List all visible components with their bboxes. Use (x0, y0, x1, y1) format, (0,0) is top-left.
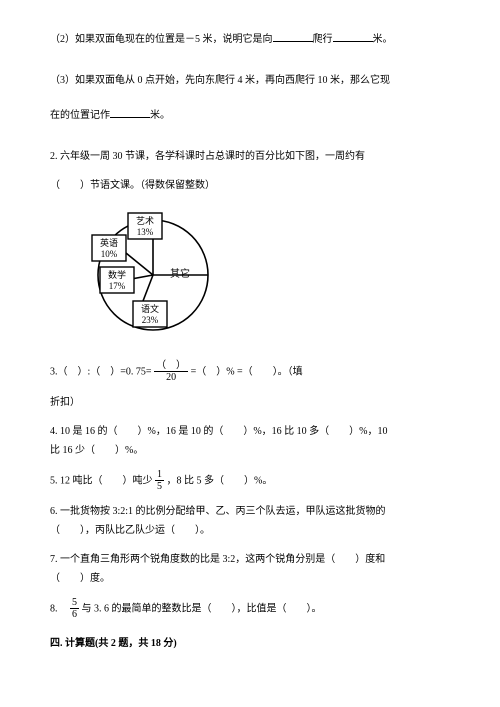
text: 在的位置记作 (50, 110, 110, 121)
text: 米。 (373, 34, 393, 45)
text: =（ (191, 366, 207, 377)
text: 爬行 (313, 34, 333, 45)
text: （ ）度。 (50, 573, 110, 584)
text: ）节语文课。（得数保留整数） (80, 180, 215, 191)
fraction: 5 6 (70, 598, 79, 620)
text: 6. 一批货物按 3:2:1 的比例分配给甲、乙、丙三个队去运，甲队运这批货物的 (50, 506, 386, 517)
fraction-den: 20 (154, 372, 188, 383)
text: 4. 10 是 16 的（ ）%，16 是 10 的（ ）%，16 比 10 多… (50, 426, 388, 437)
text: 5. 12 吨比（ ）吨少 (50, 475, 155, 486)
pie-label-chinese: 语文 (141, 303, 159, 314)
question-2-line1: 2. 六年级一周 30 节课，各学科课时占总课时的百分比如下图，一周约有 (50, 147, 450, 166)
question-3-line2: 折扣） (50, 393, 450, 412)
question-2-line2: （ ）节语文课。（得数保留整数） (50, 176, 450, 195)
pie-label-art: 艺术 (136, 215, 154, 226)
blank (333, 31, 373, 42)
text: 3.（ (50, 366, 68, 377)
text: （2）如果双面龟现在的位置是－5 米，说明它是向 (50, 34, 273, 45)
question-6-line2: （ ），丙队比乙队少运（ ）。 (50, 521, 450, 540)
fraction-num: 5 (70, 598, 79, 609)
pie-pct-english: 10% (101, 249, 118, 259)
pie-chart: 艺术 13% 英语 10% 数学 17% 语文 23% 其它 (78, 205, 450, 347)
text: 与 3. 6 的最简单的整数比是（ ），比值是（ ）。 (82, 603, 322, 614)
text: ）=0. 75= (110, 366, 151, 377)
pie-label-math: 数学 (108, 269, 126, 280)
section-4-title: 四. 计算题(共 2 题，共 18 分) (50, 634, 450, 653)
text: ）。（填 (273, 366, 303, 377)
fraction: （ ） 20 (154, 361, 188, 383)
question-6-line1: 6. 一批货物按 3:2:1 的比例分配给甲、乙、丙三个队去运，甲队运这批货物的 (50, 502, 450, 521)
pie-pct-chinese: 23% (142, 315, 159, 325)
text: ，8 比 5 多（ ）%。 (167, 475, 273, 486)
blank (273, 31, 313, 42)
question-4-line1: 4. 10 是 16 的（ ）%，16 是 10 的（ ）%，16 比 10 多… (50, 422, 450, 441)
question-1-2: （2）如果双面龟现在的位置是－5 米，说明它是向 爬行 米。 (50, 30, 450, 49)
text: 比 16 少（ ）%。 (50, 445, 143, 456)
pie-label-english: 英语 (100, 237, 118, 248)
question-1-3-line1: （3）如果双面龟从 0 点开始，先向东爬行 4 米，再向西爬行 10 米，那么它… (50, 71, 450, 90)
question-7-line2: （ ）度。 (50, 569, 450, 588)
question-1-3-line2: 在的位置记作 米。 (50, 106, 450, 125)
text: （3）如果双面龟从 0 点开始，先向东爬行 4 米，再向西爬行 10 米，那么它… (50, 75, 390, 86)
text: （ (50, 180, 60, 191)
pie-pct-math: 17% (109, 281, 126, 291)
pie-pct-art: 13% (137, 227, 154, 237)
fraction-den: 6 (70, 609, 79, 620)
question-4-line2: 比 16 少（ ）%。 (50, 441, 450, 460)
question-8: 8. 5 6 与 3. 6 的最简单的整数比是（ ），比值是（ ）。 (50, 598, 450, 620)
text: （ ），丙队比乙队少运（ ）。 (50, 525, 210, 536)
text: 四. 计算题(共 2 题，共 18 分) (50, 638, 177, 649)
fraction-den: 5 (155, 481, 164, 492)
question-7-line1: 7. 一个直角三角形两个锐角度数的比是 3:2，这两个锐角分别是（ ）度和 (50, 550, 450, 569)
text: 折扣） (50, 397, 80, 408)
pie-label-other: 其它 (170, 267, 190, 280)
text: ）:（ (78, 366, 101, 377)
blank (110, 107, 150, 118)
text: 2. 六年级一周 30 节课，各学科课时占总课时的百分比如下图，一周约有 (50, 151, 365, 162)
fraction-num: 1 (155, 470, 164, 481)
pie-chart-svg: 艺术 13% 英语 10% 数学 17% 语文 23% 其它 (78, 205, 228, 340)
question-5: 5. 12 吨比（ ）吨少 1 5 ，8 比 5 多（ ）%。 (50, 470, 450, 492)
text: ）% =（ (216, 366, 252, 377)
text: 8. (50, 603, 68, 614)
fraction-num: （ ） (154, 361, 188, 372)
fraction: 1 5 (155, 470, 164, 492)
question-3-line1: 3.（ ）:（ ）=0. 75= （ ） 20 =（ ）% =（ ）。（填 (50, 361, 450, 383)
text: 米。 (150, 110, 170, 121)
page: （2）如果双面龟现在的位置是－5 米，说明它是向爬行米。 （3）如果双面龟从 0… (0, 0, 500, 707)
text: 7. 一个直角三角形两个锐角度数的比是 3:2，这两个锐角分别是（ ）度和 (50, 554, 385, 565)
